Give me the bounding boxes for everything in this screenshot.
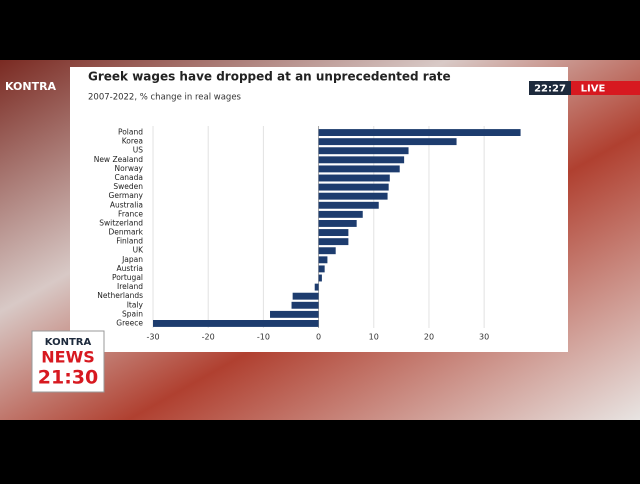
y-tick-label: New Zealand [94, 155, 144, 164]
y-tick-label: Japan [121, 255, 143, 264]
y-tick-label: US [133, 146, 143, 155]
bar [318, 165, 400, 173]
y-tick-label: Denmark [109, 228, 144, 237]
bar [318, 174, 390, 182]
bar [318, 210, 363, 218]
bar [318, 183, 389, 191]
live: LIVE [581, 84, 606, 95]
y-tick-label: Canada [114, 173, 143, 182]
y-tick-label: Korea [122, 137, 143, 146]
bar [318, 129, 521, 136]
y-tick-label: France [118, 209, 143, 218]
bar [318, 220, 357, 227]
y-tick-label: UK [133, 246, 144, 255]
x-tick-label: -20 [202, 333, 215, 342]
live-box [571, 81, 640, 95]
show-logo [31, 330, 105, 393]
show-name: NEWS [41, 348, 95, 367]
y-tick-label: Austria [117, 264, 144, 273]
y-tick-label: Australia [110, 200, 143, 209]
bar [318, 192, 388, 200]
x-tick-label: 30 [479, 333, 489, 342]
bar [318, 229, 349, 236]
x-tick-label: 0 [316, 333, 321, 342]
chart-subtitle: 2007-2022, % change in real wages [88, 93, 242, 103]
bar [318, 247, 336, 255]
bar [270, 310, 319, 318]
bar [318, 265, 325, 273]
bar [292, 292, 319, 300]
bar [318, 201, 379, 209]
channel-logo: KONTRA [5, 80, 57, 93]
show-channel: KONTRA [45, 337, 92, 348]
y-tick-label: Norway [115, 164, 144, 173]
bar [314, 283, 319, 291]
bar [153, 320, 319, 327]
x-tick-label: 20 [424, 333, 434, 342]
y-tick-label: Germany [109, 191, 144, 200]
y-tick-label: Netherlands [97, 291, 143, 300]
y-tick-label: Greece [116, 318, 143, 327]
y-tick-label: Italy [127, 300, 144, 309]
y-tick-label: Poland [118, 128, 143, 137]
bar [318, 256, 328, 264]
clock: 22:27 [534, 84, 566, 95]
bar [318, 156, 405, 164]
bar [318, 147, 409, 155]
x-tick-label: -30 [146, 333, 159, 342]
bar [318, 138, 457, 146]
y-tick-label: Sweden [113, 182, 143, 191]
y-tick-label: Portugal [112, 273, 143, 282]
bar [291, 301, 319, 309]
bar [318, 274, 322, 282]
bar [318, 238, 349, 246]
chart-title: Greek wages have dropped at an unprecede… [88, 70, 451, 84]
x-tick-label: 10 [369, 333, 379, 342]
y-tick-label: Finland [116, 237, 143, 246]
y-tick-label: Switzerland [99, 218, 143, 227]
y-tick-label: Spain [122, 309, 143, 318]
show-time: 21:30 [38, 367, 98, 389]
y-tick-label: Ireland [117, 282, 143, 291]
clock-box [529, 81, 571, 95]
x-tick-label: -10 [257, 333, 270, 342]
